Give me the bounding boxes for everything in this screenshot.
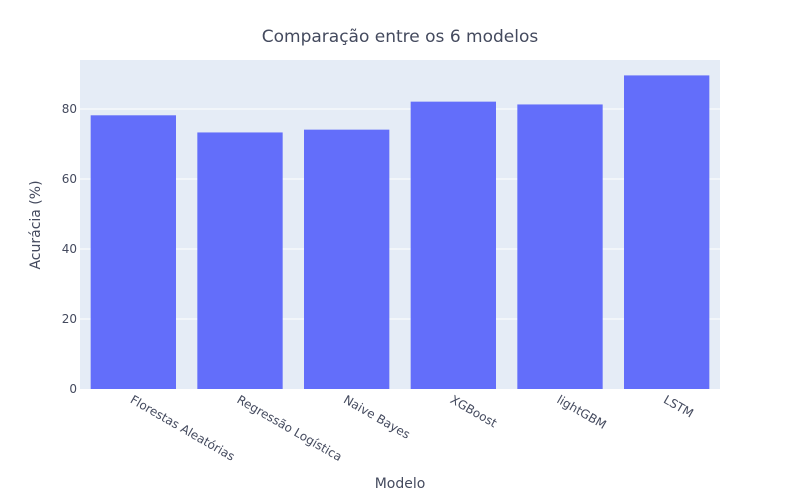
plot-background — [80, 60, 720, 389]
bar[interactable] — [410, 101, 496, 390]
bar[interactable] — [197, 132, 283, 389]
y-tick-label: 0 — [69, 382, 77, 396]
y-tick-label: 80 — [62, 102, 77, 116]
x-tick-label: LSTM — [661, 392, 696, 420]
x-axis-title: Modelo — [375, 476, 426, 492]
y-axis-title: Acurácia (%) — [28, 180, 44, 269]
gridlines — [80, 108, 720, 320]
x-tick-label: XGBoost — [448, 392, 500, 430]
bar[interactable] — [517, 104, 603, 389]
y-tick-label: 20 — [62, 312, 77, 326]
bars — [90, 75, 710, 390]
x-tick-label: Naive Bayes — [341, 392, 412, 441]
bar[interactable] — [90, 115, 176, 390]
y-tick-labels: 0 20 40 60 80 — [62, 102, 77, 396]
x-tick-label: Regressão Logística — [235, 392, 345, 464]
x-tick-label: Florestas Aleatórias — [128, 392, 237, 463]
chart-title: Comparação entre os 6 modelos — [262, 27, 539, 47]
y-tick-label: 60 — [62, 172, 77, 186]
bar[interactable] — [624, 75, 710, 390]
y-tick-label: 40 — [62, 242, 77, 256]
bar[interactable] — [304, 129, 390, 389]
x-tick-label: lightGBM — [555, 392, 609, 431]
